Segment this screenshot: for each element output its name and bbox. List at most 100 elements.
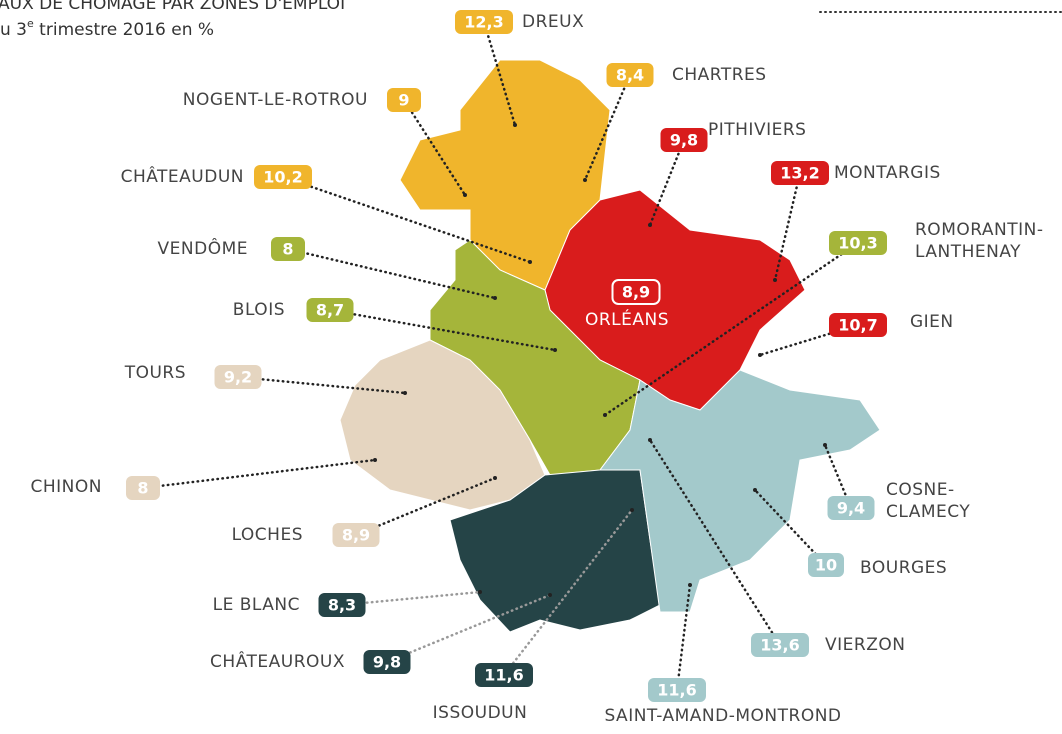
zone-name: LOCHES xyxy=(232,525,303,545)
leader xyxy=(328,308,557,352)
zone-name: CHARTRES xyxy=(672,65,767,85)
zone-name: MONTARGIS xyxy=(834,163,941,183)
value-label: 8,9 xyxy=(622,283,650,302)
value-badge xyxy=(606,63,654,87)
leader xyxy=(286,247,497,300)
value-label: 8 xyxy=(282,240,293,259)
zone-name: BOURGES xyxy=(860,558,947,578)
value-badge xyxy=(318,593,366,617)
leader-dot xyxy=(753,488,757,492)
leader-dot xyxy=(758,353,762,357)
leader xyxy=(603,241,860,417)
zone-name: CHINON xyxy=(31,477,102,497)
value-badge xyxy=(648,678,706,702)
value-badge xyxy=(827,496,875,520)
zone-name: CHÂTEAUROUX xyxy=(210,650,345,672)
leader-dot xyxy=(528,260,532,264)
value-label: 11,6 xyxy=(657,681,696,700)
value-badge xyxy=(254,165,312,189)
value-label: 9,8 xyxy=(373,653,401,672)
value-badge xyxy=(660,128,708,152)
region xyxy=(599,369,881,613)
region xyxy=(449,469,661,633)
leader-dot xyxy=(603,413,607,417)
leader-dot xyxy=(548,593,552,597)
value-label: 8,4 xyxy=(616,66,644,85)
value-label: 13,2 xyxy=(780,164,819,183)
zone-name: ROMORANTIN- xyxy=(915,220,1043,240)
leader xyxy=(281,175,532,264)
value-badge xyxy=(214,365,262,389)
value-badge xyxy=(829,231,887,255)
zone-name: ORLÉANS xyxy=(585,308,669,330)
leader-dot xyxy=(373,458,377,462)
zone-name: BLOIS xyxy=(233,300,285,320)
leader xyxy=(583,73,632,182)
zone-name: GIEN xyxy=(910,312,954,332)
value-badge xyxy=(808,553,844,577)
zone-name: ISSOUDUN xyxy=(433,703,528,723)
regions xyxy=(339,59,881,633)
value-badge xyxy=(332,523,380,547)
value-label: 11,6 xyxy=(484,666,523,685)
value-label: 8 xyxy=(137,479,148,498)
value-badge xyxy=(387,88,421,112)
leader xyxy=(402,98,467,197)
leader xyxy=(648,438,782,647)
leader xyxy=(340,590,482,607)
value-badge xyxy=(751,633,809,657)
leader-dot xyxy=(463,193,467,197)
leader xyxy=(385,593,552,664)
leader-dot xyxy=(513,123,517,127)
value-label: 10 xyxy=(815,556,837,575)
value-label: 9,4 xyxy=(837,499,865,518)
leader-dot xyxy=(648,223,652,227)
title: AUX DE CHÔMAGE PAR ZONES D'EMPLOI xyxy=(0,0,345,14)
region xyxy=(339,339,546,511)
leader xyxy=(773,171,802,282)
leader-dot xyxy=(823,443,827,447)
value-label: 12,3 xyxy=(464,13,503,32)
value-badge xyxy=(306,298,354,322)
value-badge xyxy=(475,663,533,687)
value-label: 9,2 xyxy=(224,368,252,387)
leader-dot xyxy=(630,508,634,512)
value-badge xyxy=(829,313,887,337)
subtitle: u 3e trimestre 2016 en % xyxy=(0,17,214,40)
zone-name: NOGENT-LE-ROTROU xyxy=(183,90,368,110)
zone-name: CLAMECY xyxy=(886,502,970,522)
value-label: 8,9 xyxy=(342,526,370,545)
zone-name: SAINT-AMAND-MONTROND xyxy=(604,706,841,726)
zone-name: VENDÔME xyxy=(158,237,248,259)
leader xyxy=(236,375,407,395)
value-badge xyxy=(771,161,829,185)
zone-name: LE BLANC xyxy=(213,595,300,615)
value-badge xyxy=(455,10,513,34)
leader xyxy=(482,20,517,127)
leader-dot xyxy=(648,438,652,442)
value-label: 10,3 xyxy=(838,234,877,253)
value-badge xyxy=(126,476,160,500)
leader-dot xyxy=(553,348,557,352)
zone-name: CHÂTEAUDUN xyxy=(121,165,244,187)
leader xyxy=(354,476,497,537)
leader xyxy=(502,508,634,677)
leader-dot xyxy=(688,583,692,587)
zone-name: PITHIVIERS xyxy=(708,120,806,140)
value-label: 9 xyxy=(398,91,409,110)
leader-dot xyxy=(493,296,497,300)
value-label: 8,3 xyxy=(328,596,356,615)
leader xyxy=(141,458,377,490)
zone-name: TOURS xyxy=(124,363,186,383)
leader xyxy=(648,138,686,227)
value-label: 13,6 xyxy=(760,636,799,655)
zone-name: VIERZON xyxy=(825,635,905,655)
leader xyxy=(753,488,828,567)
zone-name: DREUX xyxy=(522,12,584,32)
zone-name: LANTHENAY xyxy=(915,242,1021,262)
leader-dot xyxy=(583,178,587,182)
zone-name: COSNE- xyxy=(886,480,955,500)
value-badge xyxy=(363,650,411,674)
value-label: 10,7 xyxy=(838,316,877,335)
